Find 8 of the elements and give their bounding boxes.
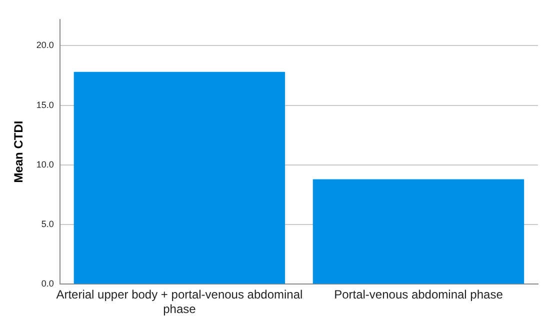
y-tick-label: 0.0: [41, 278, 54, 289]
x-tick-label: Arterial upper body + portal-venous abdominal phase: [56, 288, 303, 316]
x-tick-label: Portal-venous abdominal phase: [334, 288, 504, 302]
y-tick-label: 20.0: [36, 40, 54, 50]
y-axis-title: Mean CTDI: [12, 120, 26, 183]
y-tick-label: 5.0: [41, 219, 54, 230]
y-tick-label: 10.0: [36, 159, 54, 170]
y-tick-label: 15.0: [36, 100, 54, 110]
